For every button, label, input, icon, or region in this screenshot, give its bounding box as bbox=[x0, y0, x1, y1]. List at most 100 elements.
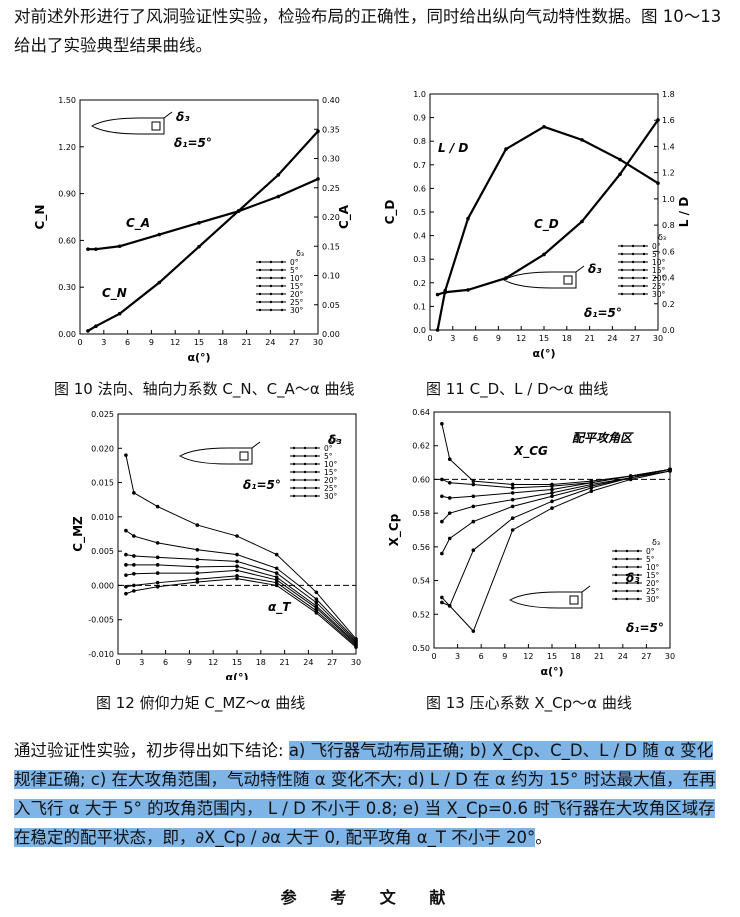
legend-marker bbox=[642, 276, 646, 280]
legend-marker bbox=[269, 300, 273, 304]
legend-marker bbox=[620, 284, 624, 288]
legend-marker bbox=[258, 260, 262, 264]
data-point bbox=[274, 583, 279, 588]
figure-13-caption: 图 13 压心系数 X_Cp～α 曲线 bbox=[426, 694, 632, 712]
y-tick-label: 0.020 bbox=[91, 444, 114, 453]
data-point bbox=[132, 583, 136, 588]
legend-marker bbox=[620, 276, 624, 280]
y-tick-label: 0.7 bbox=[413, 161, 426, 170]
legend-marker bbox=[314, 478, 318, 482]
data-point bbox=[235, 564, 239, 569]
legend-marker bbox=[280, 284, 284, 288]
x-tick-label: 18 bbox=[256, 658, 266, 667]
data-point bbox=[314, 600, 319, 605]
y-axis-label: C_N bbox=[33, 205, 48, 230]
legend-marker bbox=[631, 284, 635, 288]
legend-marker bbox=[303, 470, 307, 474]
legend-label: 10° bbox=[652, 258, 666, 267]
data-point bbox=[155, 504, 160, 509]
legend-marker bbox=[258, 276, 262, 280]
legend-marker bbox=[620, 292, 624, 296]
legend-title: δ₃ bbox=[296, 249, 304, 258]
legend-label: 25° bbox=[646, 587, 660, 596]
data-point bbox=[235, 576, 239, 581]
data-point bbox=[440, 494, 444, 499]
data-point bbox=[195, 523, 200, 527]
legend-label: 30° bbox=[646, 595, 660, 604]
y-tick-label: -0.010 bbox=[88, 650, 114, 659]
x-tick-label: 21 bbox=[594, 652, 604, 661]
series-line-1 bbox=[87, 177, 319, 251]
data-point bbox=[510, 482, 515, 487]
data-point bbox=[435, 328, 440, 332]
plot-frame bbox=[429, 93, 659, 331]
y-tick-label: 0.0 bbox=[413, 326, 426, 335]
legend-marker bbox=[636, 549, 640, 553]
legend-marker bbox=[292, 494, 296, 498]
legend-title: δ₃ bbox=[652, 538, 660, 547]
data-point bbox=[132, 554, 136, 558]
x-tick-label: 12 bbox=[208, 658, 218, 667]
y2-tick-label: 0.25 bbox=[322, 184, 340, 193]
y-tick-label: 0.64 bbox=[412, 408, 430, 417]
annotation: C_A bbox=[126, 216, 150, 231]
y2-tick-label: 0.2 bbox=[662, 300, 675, 309]
legend-marker bbox=[314, 494, 318, 498]
data-point bbox=[466, 216, 470, 221]
legend-marker bbox=[636, 581, 640, 585]
data-point bbox=[94, 247, 98, 251]
plot-frame bbox=[117, 413, 357, 655]
legend-marker bbox=[631, 292, 635, 296]
legend-marker bbox=[631, 260, 635, 264]
data-point bbox=[316, 129, 320, 133]
data-point bbox=[440, 600, 444, 605]
data-point bbox=[668, 469, 672, 473]
series-line-0 bbox=[87, 130, 319, 332]
x-tick-label: 6 bbox=[479, 652, 484, 661]
data-point bbox=[550, 491, 554, 495]
y-tick-label: 0.1 bbox=[413, 302, 426, 311]
y-tick-label: 0.56 bbox=[412, 543, 430, 552]
data-point bbox=[589, 486, 594, 490]
data-point bbox=[440, 477, 444, 482]
annotation: δ₃ bbox=[328, 433, 342, 447]
data-point bbox=[276, 194, 281, 199]
data-point bbox=[124, 552, 128, 557]
legend-marker bbox=[625, 589, 629, 593]
data-point bbox=[235, 534, 239, 538]
x-tick-label: 27 bbox=[630, 334, 640, 343]
x-tick-label: 9 bbox=[502, 652, 507, 661]
data-point bbox=[447, 457, 452, 461]
x-tick-label: 30 bbox=[653, 334, 663, 343]
data-point bbox=[314, 609, 319, 613]
figure-10-chart: 0 3 6 9 12 15 18 21 24 27 30 α(°) 0.00 0.30 0.60 0.90 1.… bbox=[33, 96, 352, 364]
x-tick-label: 0 bbox=[77, 338, 82, 347]
legend-marker bbox=[292, 478, 296, 482]
legend-marker bbox=[620, 260, 624, 264]
data-point bbox=[510, 504, 515, 509]
legend-marker bbox=[642, 252, 646, 256]
x-tick-label: 24 bbox=[303, 658, 313, 667]
legend-label: 5° bbox=[646, 555, 655, 564]
x-tick-label: 15 bbox=[539, 334, 549, 343]
series-line-6 bbox=[441, 470, 671, 633]
legend-marker bbox=[269, 284, 273, 288]
legend-label: 0° bbox=[652, 242, 661, 251]
data-point bbox=[447, 536, 452, 541]
data-point bbox=[155, 571, 160, 575]
data-point bbox=[510, 486, 515, 490]
legend-label: 5° bbox=[324, 452, 333, 461]
data-point bbox=[471, 482, 476, 487]
figure-11-chart: 0 3 6 9 12 15 18 21 24 27 30 α(°) 0.0 0.1 0.2 0.3 0.4 0.5… bbox=[383, 90, 691, 360]
series-line-0 bbox=[125, 578, 357, 648]
annotation: X_CG bbox=[513, 444, 548, 459]
data-point bbox=[195, 565, 200, 569]
legend-marker bbox=[614, 573, 618, 577]
data-point bbox=[440, 422, 444, 426]
series-line-1 bbox=[437, 119, 659, 296]
y-axis-label: C_MZ bbox=[71, 516, 86, 552]
legend-marker bbox=[303, 446, 307, 450]
data-point bbox=[276, 173, 281, 177]
x-tick-label: 15 bbox=[547, 652, 557, 661]
legend-marker bbox=[631, 276, 635, 280]
